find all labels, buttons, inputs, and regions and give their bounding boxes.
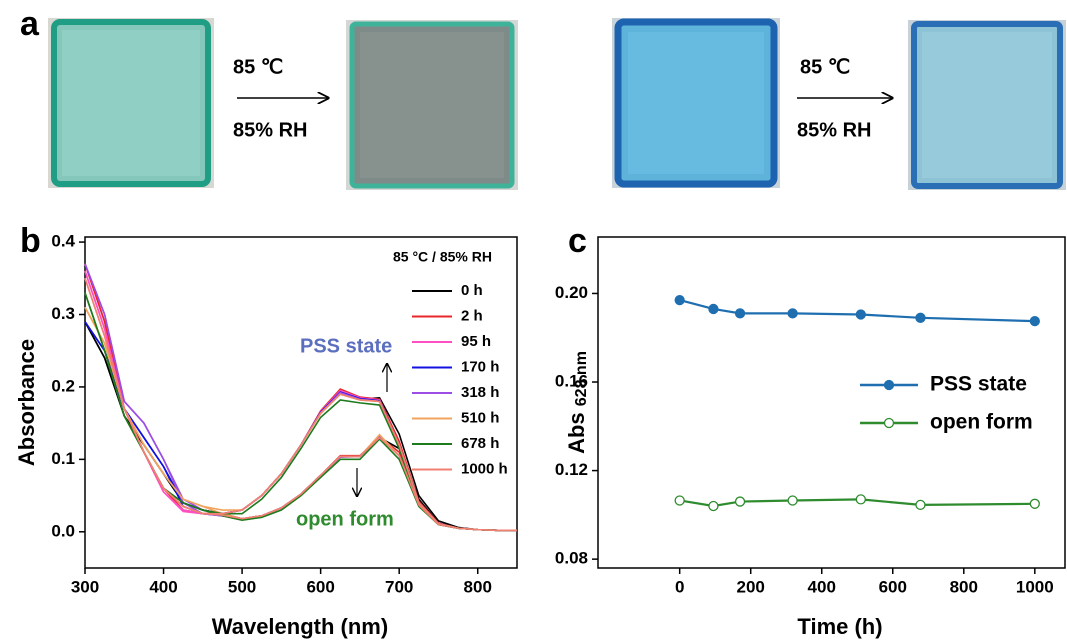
legend-label: 318 h (461, 384, 499, 401)
series-line-open (85, 278, 517, 530)
legend-label: open form (930, 411, 1033, 434)
legend-label: 1000 h (461, 460, 508, 477)
panel-label: b (20, 222, 41, 260)
photo (346, 20, 518, 190)
series-line-open (85, 271, 517, 530)
photo (908, 20, 1066, 190)
y-axis-label-main: Abs (564, 412, 589, 454)
x-tick-label: 800 (464, 577, 492, 596)
data-point (1030, 499, 1039, 508)
x-tick-label: 200 (737, 577, 765, 596)
data-point (709, 304, 718, 313)
condition-temp: 85 ℃ (800, 56, 850, 78)
y-axis-label: Absorbance (14, 339, 39, 466)
condition-rh: 85% RH (797, 119, 871, 141)
y-tick-label: 0.1 (51, 449, 75, 468)
data-point (675, 496, 684, 505)
y-tick-label: 0.3 (51, 304, 75, 323)
x-axis-label: Time (h) (797, 614, 882, 639)
data-point (856, 310, 865, 319)
photo (48, 18, 214, 188)
legend-label: 2 h (461, 307, 483, 324)
y-tick-label: 0.0 (51, 521, 75, 540)
legend-marker (885, 381, 894, 390)
data-point (916, 500, 925, 509)
legend-label: PSS state (930, 373, 1027, 396)
legend-label: 170 h (461, 358, 499, 375)
photo (612, 18, 780, 188)
series-line (85, 264, 517, 531)
x-tick-label: 600 (879, 577, 907, 596)
legend-label: 510 h (461, 409, 499, 426)
y-axis-label-sub: 628 nm (573, 351, 590, 406)
series-line (85, 278, 517, 530)
series-line-open (85, 264, 517, 531)
series-line (85, 271, 517, 530)
x-tick-label: 1000 (1016, 577, 1054, 596)
y-tick-label: 0.20 (555, 283, 588, 302)
annotation: PSS state (300, 335, 392, 357)
y-axis-label-main: Absorbance (14, 339, 39, 466)
legend-marker (885, 419, 894, 428)
data-point (736, 497, 745, 506)
x-tick-label: 0 (675, 577, 684, 596)
condition-temp: 85 ℃ (233, 56, 283, 78)
data-point (916, 313, 925, 322)
y-tick-label: 0.2 (51, 376, 75, 395)
data-point (709, 502, 718, 511)
series-line (85, 264, 517, 531)
data-point (1030, 317, 1039, 326)
x-tick-label: 300 (71, 577, 99, 596)
data-point (788, 496, 797, 505)
y-axis-label: Abs 628 nm (564, 351, 590, 454)
legend-title: 85 °C / 85% RH (393, 249, 492, 265)
condition-rh: 85% RH (233, 119, 307, 141)
data-point (788, 309, 797, 318)
legend-label: 95 h (461, 333, 491, 350)
panel-label: c (568, 222, 587, 260)
y-tick-label: 0.4 (51, 232, 75, 251)
x-tick-label: 500 (228, 577, 256, 596)
panel-label: a (20, 5, 40, 43)
series-line-open (85, 264, 517, 531)
x-tick-label: 400 (149, 577, 177, 596)
y-tick-label: 0.08 (555, 549, 588, 568)
figure: a 85 ℃ 85% RH 85 ℃ 85% RH b 300 400 500 600 7… (0, 0, 1067, 642)
annotation: open form (296, 508, 394, 530)
x-tick-label: 800 (950, 577, 978, 596)
plot-frame (598, 237, 1065, 568)
data-point (675, 296, 684, 305)
data-point (736, 309, 745, 318)
x-tick-label: 600 (306, 577, 334, 596)
x-tick-label: 400 (808, 577, 836, 596)
y-tick-label: 0.12 (555, 460, 588, 479)
x-tick-label: 700 (385, 577, 413, 596)
legend-label: 678 h (461, 435, 499, 452)
x-axis-label: Wavelength (nm) (212, 614, 388, 639)
legend-label: 0 h (461, 282, 483, 299)
data-point (856, 495, 865, 504)
